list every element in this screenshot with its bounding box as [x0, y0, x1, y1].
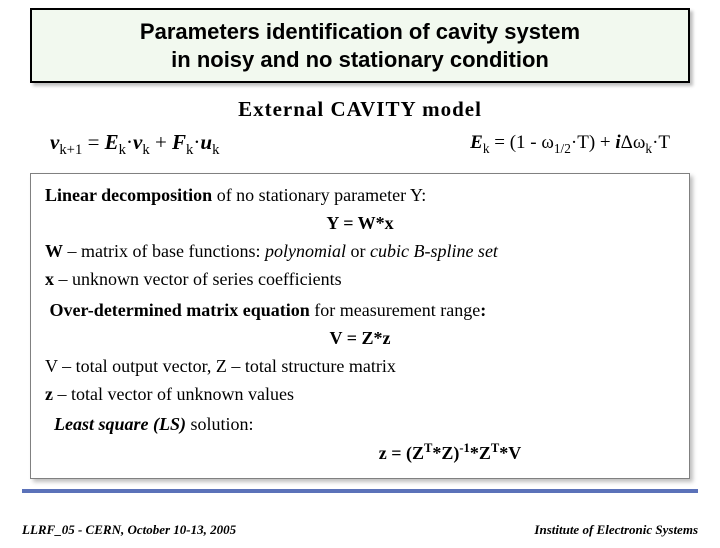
line-z-desc: z – total vector of unknown values [45, 381, 675, 407]
line-least-square: Least square (LS) solution: [45, 411, 675, 437]
text: – unknown vector of series coefficients [54, 269, 342, 289]
eq-sup: -1 [459, 441, 470, 455]
eq-ls-solution: z = (ZT*Z)-1*ZT*V [45, 439, 675, 466]
footer-left: LLRF_05 - CERN, October 10-13, 2005 [22, 522, 236, 538]
text: : [249, 414, 254, 434]
text-bold-ital: Least square (LS) [54, 414, 191, 434]
title-line-2: in noisy and no stationary condition [44, 46, 676, 74]
footer-rule [22, 489, 698, 493]
eq-part: z = (Z [379, 443, 424, 463]
text: or [346, 241, 370, 261]
equation-left: vk+1 = Ek·vk + Fk·uk [50, 130, 219, 159]
text-bold: W [45, 241, 63, 261]
text: – total vector of unknown values [58, 384, 294, 404]
text-ital: cubic B-spline set [370, 241, 498, 261]
text-ital: polynomial [265, 241, 346, 261]
eq-ywx: Y = W*x [45, 210, 675, 236]
footer: LLRF_05 - CERN, October 10-13, 2005 Inst… [22, 522, 698, 538]
text: – matrix of base functions: [63, 241, 265, 261]
footer-right: Institute of Electronic Systems [534, 522, 698, 538]
title-line-1: Parameters identification of cavity syst… [44, 18, 676, 46]
line-vz-desc: V – total output vector, Z – total struc… [45, 353, 675, 379]
eq-part: *Z) [432, 443, 459, 463]
line-linear-decomp: Linear decomposition of no stationary pa… [45, 182, 675, 208]
text-bold: x [45, 269, 54, 289]
line-over-determined: Over-determined matrix equation for meas… [45, 297, 675, 323]
line-x-desc: x – unknown vector of series coefficient… [45, 266, 675, 292]
model-equation-row: vk+1 = Ek·vk + Fk·uk Ek = (1 - ω1/2·T) +… [0, 130, 720, 167]
text-bold: Linear decomposition [45, 185, 212, 205]
text: of no stationary parameter Y: [212, 185, 426, 205]
body-box: Linear decomposition of no stationary pa… [30, 173, 690, 479]
text-bold: Over-determined matrix equation [50, 300, 310, 320]
eq-part: *Z [470, 443, 491, 463]
eq-vzz: V = Z*z [45, 325, 675, 351]
text-bold: : [480, 300, 486, 320]
equation-right: Ek = (1 - ω1/2·T) + iΔωk·T [470, 132, 670, 157]
title-box: Parameters identification of cavity syst… [30, 8, 690, 83]
text: for measurement range [310, 300, 480, 320]
text: solution [191, 414, 249, 434]
eq-part: *V [499, 443, 521, 463]
text-bold: z [45, 384, 58, 404]
line-w-desc: W – matrix of base functions: polynomial… [45, 238, 675, 264]
model-heading: External CAVITY model [0, 97, 720, 122]
